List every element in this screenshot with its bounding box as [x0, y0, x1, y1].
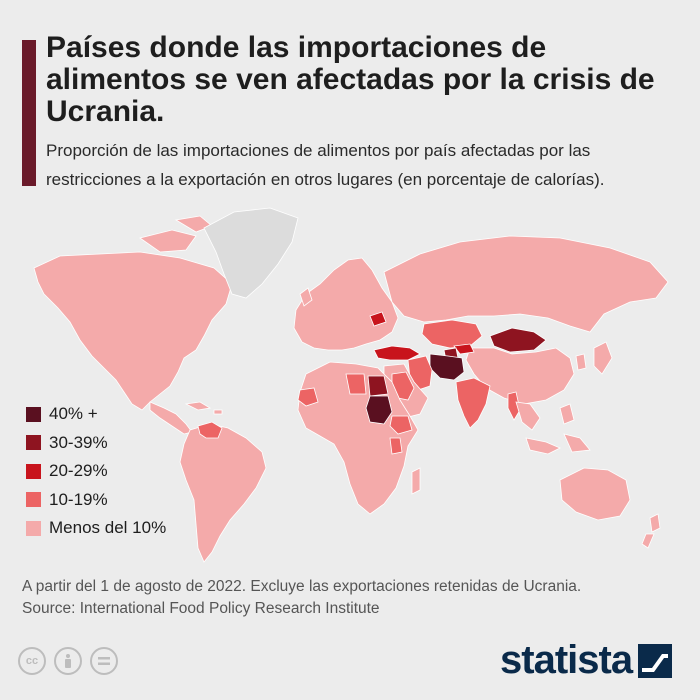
region-turkey — [373, 345, 421, 361]
region-arctic-islands — [139, 215, 213, 253]
legend-swatch — [26, 520, 41, 536]
region-belarus — [369, 311, 387, 327]
footnote-note: A partir del 1 de agosto de 2022. Excluy… — [22, 578, 582, 595]
region-europe — [293, 257, 399, 351]
attribution-icon[interactable] — [54, 647, 82, 675]
region-libya — [345, 373, 367, 395]
legend-label: 20-29% — [49, 461, 108, 481]
page-title: Países donde las importaciones de alimen… — [46, 31, 655, 128]
brand-name: statista — [500, 638, 633, 682]
legend-label: Menos del 10% — [49, 518, 167, 538]
region-myanmar — [507, 391, 521, 421]
source-text: Source: International Food Policy Resear… — [22, 600, 380, 617]
region-russia — [383, 235, 669, 333]
legend-label: 30-39% — [49, 432, 108, 452]
map-legend: 40% + 30-39% 20-29% 10-19% Menos del 10% — [26, 400, 166, 543]
region-india — [455, 377, 491, 429]
region-afghanistan — [429, 353, 465, 381]
legend-item: 10-19% — [26, 486, 166, 515]
legend-swatch — [26, 463, 41, 479]
no-derivatives-icon[interactable] — [90, 647, 118, 675]
region-central-america — [149, 401, 193, 435]
region-south-america — [179, 423, 267, 563]
region-uk — [299, 287, 313, 307]
legend-item: 40% + — [26, 400, 166, 429]
region-madagascar — [411, 467, 421, 495]
region-kazakhstan — [421, 319, 483, 349]
legend-swatch — [26, 406, 41, 422]
region-north-america — [33, 251, 233, 411]
region-china — [465, 347, 575, 405]
cc-icon[interactable]: cc — [18, 647, 46, 675]
region-mongolia — [489, 327, 547, 353]
legend-swatch — [26, 435, 41, 451]
region-caribbean — [184, 401, 223, 415]
region-kyrgyzstan — [453, 343, 475, 355]
legend-item: 20-29% — [26, 457, 166, 486]
region-ethiopia — [389, 415, 413, 435]
region-sudan — [365, 395, 393, 425]
license-icons: cc — [18, 647, 118, 675]
statista-logo[interactable]: statista — [500, 638, 673, 683]
statista-mark-icon — [638, 643, 673, 678]
region-kenya — [389, 437, 403, 455]
region-egypt — [367, 375, 389, 397]
region-southeast-asia — [515, 401, 591, 455]
world-map — [33, 207, 669, 563]
region-mauritania — [297, 387, 319, 407]
region-australia — [559, 467, 631, 521]
legend-item: Menos del 10% — [26, 514, 166, 543]
region-japan — [575, 341, 613, 375]
page-subtitle: Proporción de las importaciones de alime… — [46, 141, 605, 189]
region-venezuela — [197, 421, 223, 439]
legend-swatch — [26, 492, 41, 508]
footnote: A partir del 1 de agosto de 2022. Excluy… — [22, 576, 581, 620]
legend-label: 10-19% — [49, 489, 108, 509]
legend-item: 30-39% — [26, 429, 166, 458]
region-new-zealand — [641, 513, 661, 549]
legend-label: 40% + — [49, 404, 98, 424]
title-accent-bar — [22, 40, 36, 186]
region-greenland — [203, 207, 299, 299]
